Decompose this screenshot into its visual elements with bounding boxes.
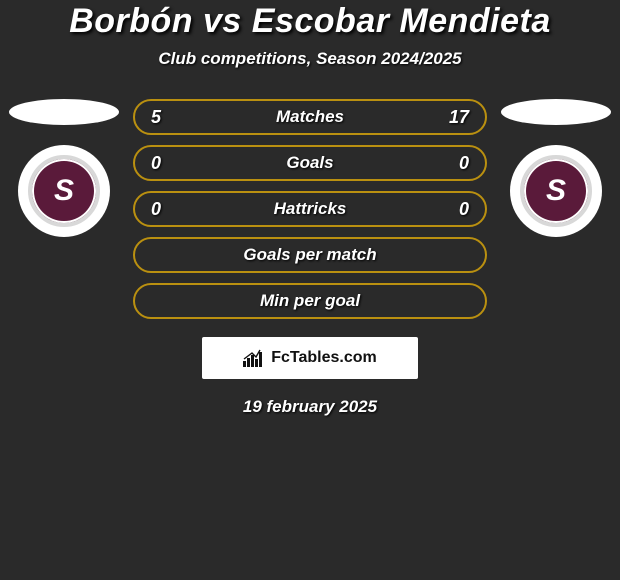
infographic-container: Borbón vs Escobar Mendieta Club competit… bbox=[0, 0, 620, 417]
player-right-club-logo: S bbox=[510, 145, 602, 237]
stat-label: Min per goal bbox=[260, 291, 360, 311]
stats-column: 5 Matches 17 0 Goals 0 0 Hattricks 0 Goa… bbox=[133, 99, 487, 319]
stat-right-value: 0 bbox=[441, 199, 469, 220]
player-left-column: S bbox=[5, 99, 123, 237]
stat-right-value: 0 bbox=[441, 153, 469, 174]
player-right-column: S bbox=[497, 99, 615, 237]
brand-text: FcTables.com bbox=[271, 349, 377, 367]
stat-row-matches: 5 Matches 17 bbox=[133, 99, 487, 135]
stat-row-goals: 0 Goals 0 bbox=[133, 145, 487, 181]
content-row: S 5 Matches 17 0 Goals 0 0 Hattricks 0 G… bbox=[0, 99, 620, 319]
player-right-avatar bbox=[501, 99, 611, 125]
stat-label: Hattricks bbox=[274, 199, 347, 219]
player-left-club-logo: S bbox=[18, 145, 110, 237]
stat-left-value: 0 bbox=[151, 199, 179, 220]
stat-label: Goals bbox=[286, 153, 333, 173]
stat-row-min-per-goal: Min per goal bbox=[133, 283, 487, 319]
stat-left-value: 5 bbox=[151, 107, 179, 128]
stat-row-hattricks: 0 Hattricks 0 bbox=[133, 191, 487, 227]
page-subtitle: Club competitions, Season 2024/2025 bbox=[0, 49, 620, 69]
brand-chart-icon bbox=[243, 349, 265, 367]
footer-date: 19 february 2025 bbox=[0, 397, 620, 417]
stat-left-value: 0 bbox=[151, 153, 179, 174]
stat-right-value: 17 bbox=[441, 107, 469, 128]
stat-label: Matches bbox=[276, 107, 344, 127]
club-logo-initial: S bbox=[520, 155, 592, 227]
page-title: Borbón vs Escobar Mendieta bbox=[0, 2, 620, 41]
brand-badge: FcTables.com bbox=[202, 337, 418, 379]
stat-row-goals-per-match: Goals per match bbox=[133, 237, 487, 273]
stat-label: Goals per match bbox=[243, 245, 376, 265]
club-logo-initial: S bbox=[28, 155, 100, 227]
player-left-avatar bbox=[9, 99, 119, 125]
